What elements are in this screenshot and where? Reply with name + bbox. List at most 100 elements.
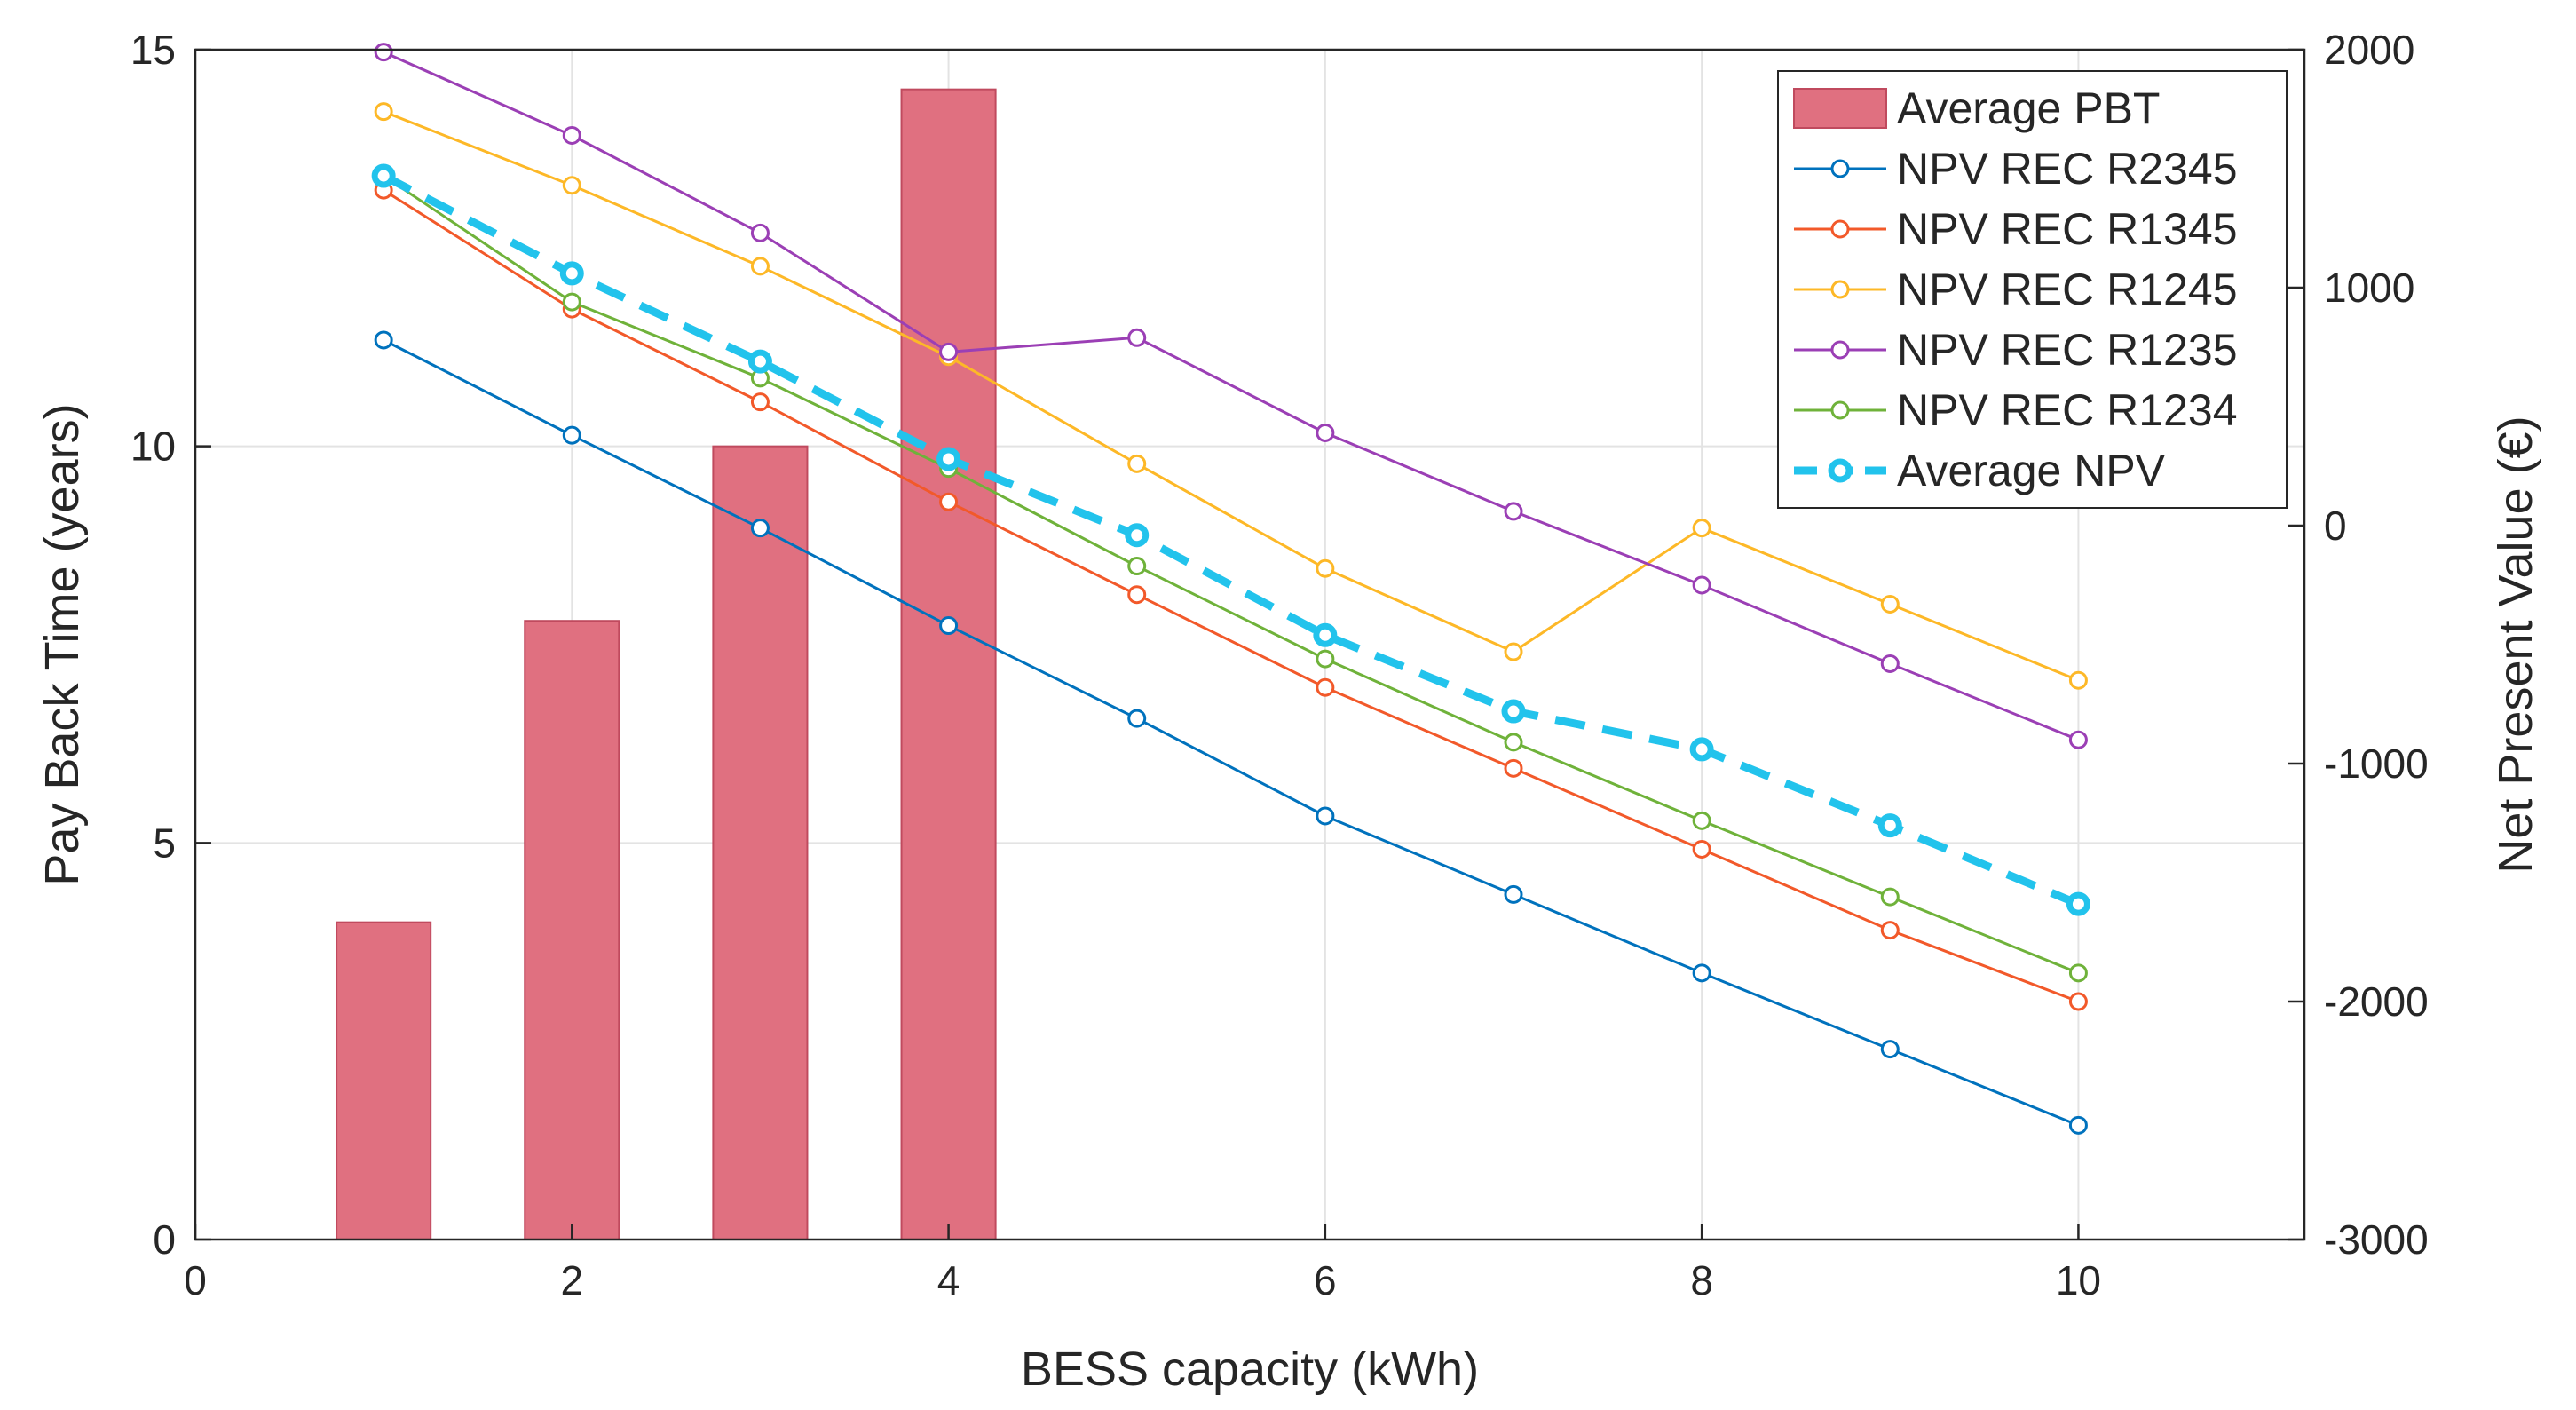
- legend-marker: [1830, 400, 1850, 420]
- series-point: [1692, 839, 1711, 859]
- series-point: [371, 163, 396, 188]
- x-tick-label: 8: [1690, 1257, 1713, 1303]
- series-point: [1504, 758, 1523, 778]
- series-point: [1880, 594, 1900, 614]
- left-tick-label: 15: [130, 27, 176, 73]
- series-point: [2068, 730, 2088, 749]
- series-point: [1127, 585, 1147, 605]
- left-axis-title: Pay Back Time (years): [36, 403, 89, 885]
- plot-frame: [194, 48, 2306, 1241]
- series-point: [1504, 642, 1523, 661]
- series-point: [939, 492, 959, 511]
- series-point: [559, 261, 584, 286]
- x-tick-label: 10: [2056, 1257, 2101, 1303]
- legend-label: Average PBT: [1897, 83, 2160, 133]
- series-point: [1127, 328, 1147, 347]
- left-tick-label: 0: [153, 1216, 176, 1263]
- series-point: [939, 342, 959, 361]
- series-point: [2068, 670, 2088, 690]
- series-point: [1880, 887, 1900, 907]
- series-point: [1880, 1040, 1900, 1059]
- series-point: [1501, 699, 1526, 724]
- series-line: [383, 51, 2079, 741]
- series-point: [562, 292, 581, 312]
- lines-group: [371, 43, 2090, 1135]
- legend-label: NPV REC R1345: [1897, 204, 2238, 254]
- right-tick-label: 0: [2324, 503, 2347, 549]
- right-tick-label: 2000: [2324, 27, 2414, 73]
- series-point: [1316, 806, 1335, 826]
- series-point: [750, 392, 770, 412]
- series-point: [1313, 622, 1338, 647]
- legend-marker: [1830, 340, 1850, 360]
- series-point: [1504, 502, 1523, 521]
- pbt-bar: [900, 88, 997, 1241]
- legend-label: NPV REC R2345: [1897, 144, 2238, 194]
- legend-swatch-bar: [1793, 88, 1887, 129]
- right-tick-label: -1000: [2324, 741, 2429, 787]
- series-point: [1692, 575, 1711, 595]
- series-point: [1316, 423, 1335, 442]
- series-point: [747, 349, 772, 374]
- series-point: [1316, 677, 1335, 697]
- series-point: [1504, 733, 1523, 752]
- series-point: [562, 425, 581, 445]
- x-axis-title: BESS capacity (kWh): [1021, 1343, 1479, 1396]
- left-tick-label: 10: [130, 424, 176, 470]
- right-axis-title: Net Present Value (€): [2489, 416, 2542, 873]
- series-point: [562, 176, 581, 195]
- series-point: [1127, 557, 1147, 576]
- series-line: [383, 338, 2079, 1127]
- legend-marker: [1830, 159, 1850, 178]
- series-point: [1689, 737, 1714, 762]
- series-point: [1880, 921, 1900, 940]
- series-point: [2068, 992, 2088, 1011]
- series-point: [1127, 454, 1147, 473]
- legend-label: NPV REC R1235: [1897, 325, 2238, 375]
- legend-label: NPV REC R1234: [1897, 385, 2238, 435]
- legend-marker: [1828, 458, 1853, 483]
- ticks-group: 0 2 4 6 8 10 0 5 10 15 -3000 -2000 -1000 0 1000 2000: [130, 27, 2429, 1303]
- series-point: [2068, 963, 2088, 983]
- series-point: [1877, 813, 1902, 838]
- series-point: [374, 43, 393, 62]
- bars-group: [336, 88, 997, 1241]
- series-point: [374, 330, 393, 350]
- series-point: [1880, 654, 1900, 673]
- series-line: [383, 174, 2079, 975]
- series-point: [750, 223, 770, 242]
- right-tick-label: -2000: [2324, 978, 2429, 1025]
- pbt-bar: [336, 921, 432, 1240]
- series-line: [383, 188, 2079, 1003]
- legend-marker: [1830, 280, 1850, 299]
- series-point: [1127, 709, 1147, 728]
- series-point: [1504, 884, 1523, 904]
- legend-label: Average NPV: [1897, 446, 2166, 495]
- x-tick-label: 4: [937, 1257, 960, 1303]
- series-point: [750, 519, 770, 538]
- x-tick-label: 6: [1314, 1257, 1337, 1303]
- series-line: [383, 110, 2079, 682]
- series-point: [1692, 811, 1711, 830]
- left-tick-label: 5: [153, 820, 176, 866]
- series-point: [1692, 963, 1711, 983]
- legend-label: NPV REC R1245: [1897, 265, 2238, 314]
- right-tick-label: 1000: [2324, 265, 2414, 311]
- legend: Average PBT NPV REC R2345 NPV REC R1345 NPV…: [1777, 70, 2288, 509]
- x-tick-label: 0: [184, 1257, 207, 1303]
- pbt-bar: [712, 445, 809, 1240]
- series-point: [939, 616, 959, 636]
- legend-marker: [1830, 219, 1850, 239]
- series-point: [2068, 1115, 2088, 1135]
- series-point: [1125, 523, 1150, 548]
- pbt-bar: [524, 620, 620, 1240]
- series-point: [750, 257, 770, 276]
- series-point: [1316, 649, 1335, 669]
- series-point: [374, 102, 393, 122]
- series-point: [562, 125, 581, 145]
- series-line: [382, 172, 2081, 908]
- right-tick-label: -3000: [2324, 1216, 2429, 1263]
- series-point: [1692, 519, 1711, 538]
- series-point: [936, 447, 961, 471]
